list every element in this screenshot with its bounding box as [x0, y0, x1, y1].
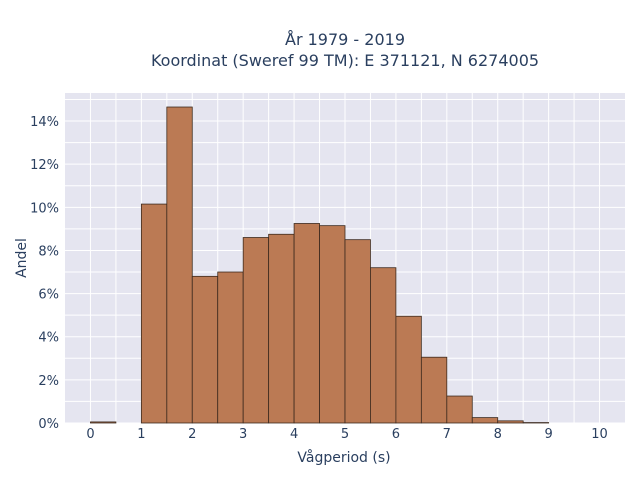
- histogram-bar: [344, 239, 371, 424]
- histogram-bar: [319, 225, 346, 424]
- y-tick-label: 4%: [38, 331, 59, 346]
- x-tick-label: 0: [86, 427, 94, 442]
- histogram-bar: [293, 223, 320, 424]
- y-tick-label: 12%: [30, 158, 59, 173]
- chart-title-line-1: År 1979 - 2019: [285, 30, 405, 49]
- x-axis-ticks: 0 1 2 3 4 5 6 7 8 9 10: [86, 427, 608, 442]
- y-tick-label: 0%: [38, 417, 59, 432]
- y-tick-label: 8%: [38, 244, 59, 259]
- x-tick-label: 1: [137, 427, 145, 442]
- x-tick-label: 2: [188, 427, 196, 442]
- x-axis-label: Vågperiod (s): [297, 449, 390, 466]
- x-tick-label: 7: [443, 427, 451, 442]
- histogram-bar: [140, 203, 168, 424]
- histogram-bar: [268, 233, 295, 424]
- histogram-bar: [370, 267, 397, 424]
- histogram-bar: [217, 271, 244, 424]
- x-tick-label: 8: [494, 427, 502, 442]
- histogram-bar: [242, 237, 270, 424]
- x-tick-label: 5: [341, 427, 349, 442]
- histogram-bar: [166, 106, 193, 424]
- histogram-bar: [395, 315, 422, 424]
- x-tick-label: 3: [239, 427, 247, 442]
- chart-title-line-2: Koordinat (Sweref 99 TM): E 371121, N 62…: [151, 51, 539, 70]
- y-tick-label: 14%: [30, 115, 59, 130]
- x-tick-label: 6: [392, 427, 400, 442]
- y-tick-label: 2%: [38, 374, 59, 389]
- y-axis-label: Andel: [14, 238, 30, 278]
- x-tick-label: 9: [544, 427, 552, 442]
- histogram-bar: [497, 420, 524, 424]
- x-tick-label: 4: [290, 427, 298, 442]
- histogram-bar: [471, 417, 499, 424]
- histogram-bar: [446, 395, 473, 424]
- y-tick-label: 6%: [38, 288, 59, 303]
- y-tick-label: 10%: [30, 201, 59, 216]
- y-axis-ticks: 0% 2% 4% 6% 8% 10% 12% 14%: [30, 115, 59, 432]
- histogram-bar: [90, 421, 117, 424]
- bars: [90, 106, 550, 424]
- x-tick-label: 10: [591, 427, 608, 442]
- histogram-bar: [191, 275, 219, 424]
- histogram-bar: [420, 356, 448, 424]
